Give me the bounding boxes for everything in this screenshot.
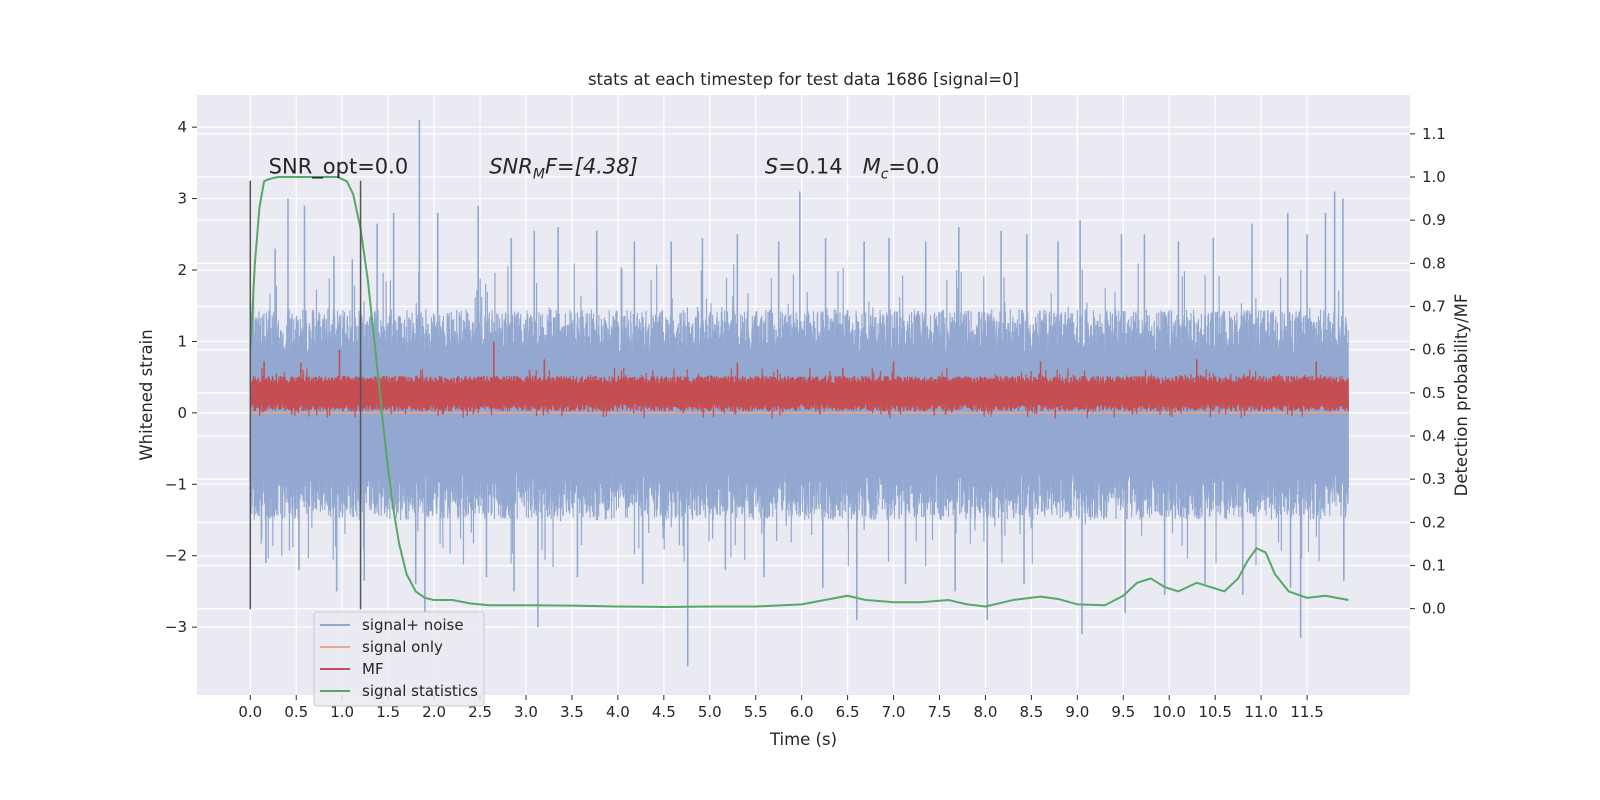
x-tick-label: 1.0 — [330, 703, 354, 721]
x-tick-label: 4.0 — [606, 703, 630, 721]
x-tick-label: 5.5 — [744, 703, 768, 721]
x-tick-label: 11.5 — [1290, 703, 1323, 721]
legend: signal+ noise signal only MF signal statist… — [313, 611, 485, 707]
annotation-mc-main: M — [863, 155, 881, 179]
annotation-s-main: S — [765, 155, 778, 179]
x-tick-label: 1.5 — [376, 703, 400, 721]
annotation-snr-mf-rest: F=[4.38] — [545, 155, 638, 179]
series-line — [249, 176, 1349, 608]
series-layer — [249, 120, 1349, 667]
right-tick-label: 1.0 — [1422, 168, 1446, 186]
x-axis-label: Time (s) — [769, 730, 837, 749]
x-tick-label: 8.5 — [1019, 703, 1043, 721]
series-signal-statistics — [249, 176, 1349, 608]
right-tick-label: 0.3 — [1422, 470, 1446, 488]
y-tick-label: 2 — [177, 261, 187, 279]
x-tick-label: 6.0 — [790, 703, 814, 721]
x-tick-label: 2.5 — [468, 703, 492, 721]
right-tick-label: 0.7 — [1422, 298, 1446, 316]
legend-entry: MF — [362, 660, 384, 678]
x-tick-label: 10.0 — [1153, 703, 1186, 721]
y-tick-label: −3 — [165, 618, 187, 636]
right-tick-label: 0.2 — [1422, 513, 1446, 531]
right-axis-label: Detection probability/MF — [1452, 294, 1471, 497]
y-tick-label: −1 — [165, 475, 187, 493]
x-tick-label: 3.5 — [560, 703, 584, 721]
annotation-snr-opt: SNR_opt=0.0 — [269, 155, 409, 180]
y-tick-label: 0 — [177, 404, 187, 422]
x-tick-label: 6.5 — [836, 703, 860, 721]
y-tick-label: 4 — [177, 118, 187, 136]
annotation-snr-mf: SNRMF=[4.38] — [489, 155, 638, 183]
x-tick-label: 8.0 — [974, 703, 998, 721]
annotation-snr-mf-sub: M — [533, 167, 545, 183]
annotation-mc-rest: =0.0 — [888, 155, 939, 179]
legend-entry: signal+ noise — [362, 616, 464, 634]
y-tick-label: 1 — [177, 332, 187, 350]
y-tick-label: 3 — [177, 190, 187, 208]
x-tick-label: 0.5 — [284, 703, 308, 721]
right-tick-label: 0.8 — [1422, 254, 1446, 272]
chart-title: stats at each timestep for test data 168… — [588, 70, 1019, 89]
series-trace — [249, 309, 1349, 520]
right-tick-label: 0.4 — [1422, 427, 1446, 445]
x-tick-label: 9.5 — [1111, 703, 1135, 721]
y-axis-label: Whitened strain — [137, 329, 156, 460]
legend-entry: signal only — [362, 638, 443, 656]
x-tick-label: 5.0 — [698, 703, 722, 721]
x-tick-label: 0.0 — [238, 703, 262, 721]
right-tick-label: 0.9 — [1422, 211, 1446, 229]
x-tick-label: 4.5 — [652, 703, 676, 721]
x-tick-label: 7.5 — [928, 703, 952, 721]
annotation-mc-sub: c — [881, 167, 889, 183]
annotation-snr-mf-main: SNR — [489, 155, 533, 179]
series-mf — [249, 341, 1349, 419]
legend-entry: signal statistics — [362, 682, 478, 700]
x-tick-label: 9.0 — [1065, 703, 1089, 721]
x-axis-ticks: 0.0 0.5 1.0 1.5 2.0 2.5 3.0 3.5 4.0 4.5 5.0 5.5 6.0 6… — [238, 695, 1324, 721]
x-tick-label: 7.0 — [882, 703, 906, 721]
annotation-s-rest: =0.14 — [778, 155, 842, 179]
right-tick-label: 0.5 — [1422, 384, 1446, 402]
right-tick-label: 0.0 — [1422, 600, 1446, 618]
x-tick-label: 11.0 — [1244, 703, 1277, 721]
x-tick-label: 2.0 — [422, 703, 446, 721]
right-axis-ticks: 1.1 1.0 0.9 0.8 0.7 0.6 0.5 0.4 0.3 0.2 0.1 0.0 — [1410, 125, 1446, 618]
vertical-markers — [249, 180, 362, 610]
right-tick-label: 1.1 — [1422, 125, 1446, 143]
legend-box — [313, 611, 485, 707]
right-tick-label: 0.6 — [1422, 341, 1446, 359]
series-trace — [249, 375, 1349, 412]
x-tick-label: 3.0 — [514, 703, 538, 721]
y-axis-ticks: 4 3 2 1 0 −1 −2 −3 — [165, 118, 197, 636]
x-tick-label: 10.5 — [1198, 703, 1231, 721]
annotation-s-mc: S=0.14 Mc=0.0 — [765, 155, 940, 183]
right-tick-label: 0.1 — [1422, 557, 1446, 575]
y-tick-label: −2 — [165, 547, 187, 565]
